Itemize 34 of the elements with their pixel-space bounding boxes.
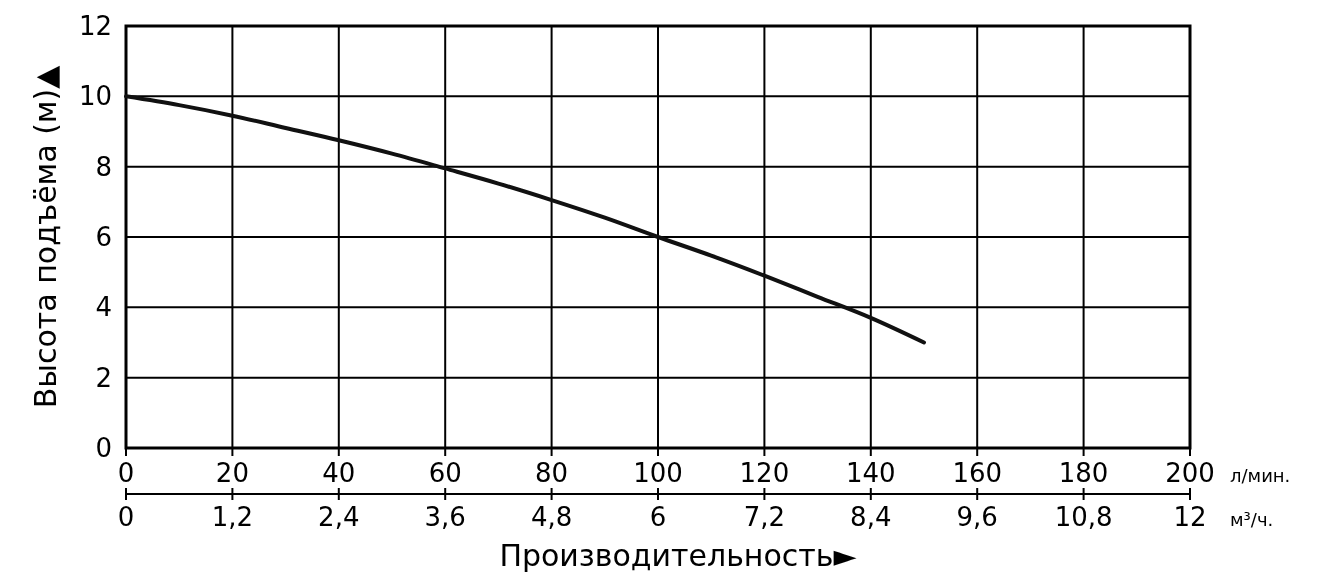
- x2-tick-label: 12: [1173, 502, 1207, 532]
- y-tick-label: 4: [95, 292, 112, 323]
- line-series: [124, 94, 926, 345]
- x-tick-label: 40: [322, 458, 356, 488]
- y-tick-label: 12: [78, 11, 112, 42]
- x-tick-label: 100: [633, 458, 683, 488]
- text: л/мин.: [1230, 465, 1291, 486]
- x2-tick-label: 3,6: [424, 502, 466, 532]
- x-tick-label: 140: [845, 458, 896, 488]
- x-tick-label: 20: [215, 458, 249, 488]
- y-tick-label: 2: [95, 362, 112, 393]
- x2-tick-label: 1,2: [211, 502, 254, 532]
- x-tick-label: 160: [952, 458, 1003, 488]
- x-tick-label: 180: [1058, 458, 1109, 488]
- y-tick-label: 0: [95, 433, 112, 464]
- x2-tick-label: 7,2: [743, 502, 786, 532]
- y-axis-title: Высота подъёма (м)▲: [28, 65, 63, 409]
- x-tick-label: 60: [428, 458, 462, 488]
- x2-tick-label: 8,4: [850, 502, 892, 532]
- x2-tick-label: 0: [117, 502, 135, 532]
- text: м³/ч.: [1230, 509, 1274, 530]
- x-axis-title: Производительность►: [499, 538, 857, 573]
- x2-tick-label: 6: [649, 502, 667, 532]
- x2-tick-label: 10,8: [1054, 502, 1113, 532]
- x2-tick-label: 9,6: [956, 502, 998, 532]
- y-tick-label: 6: [95, 222, 112, 253]
- x-tick-label: 200: [1165, 458, 1215, 488]
- x-tick-label: 80: [535, 458, 569, 488]
- x-tick-label: 0: [117, 458, 135, 488]
- x-tick-label: 120: [739, 458, 790, 488]
- x2-tick-label: 2,4: [318, 502, 360, 532]
- y-tick-label: 10: [78, 81, 112, 112]
- x2-tick-label: 4,8: [530, 502, 573, 532]
- y-tick-label: 8: [95, 151, 112, 182]
